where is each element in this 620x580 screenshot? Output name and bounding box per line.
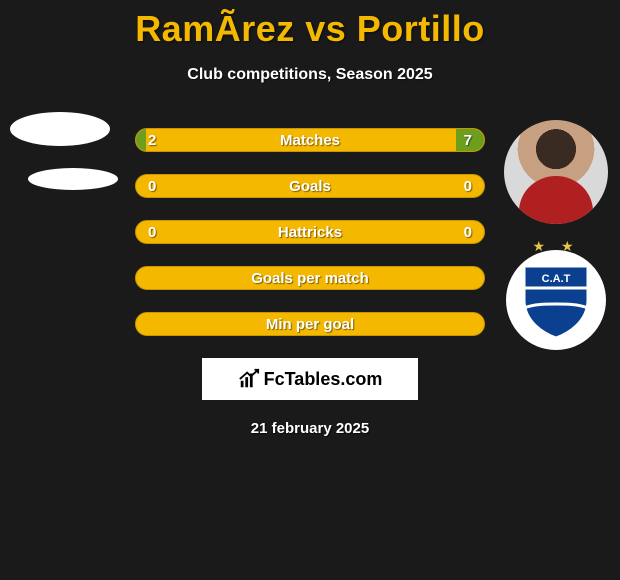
fctables-label: FcTables.com <box>264 369 383 390</box>
stat-label: Hattricks <box>136 221 484 243</box>
page-title: RamÃ­rez vs Portillo <box>0 8 620 50</box>
stat-pill: Min per goal <box>135 312 485 336</box>
stat-pill: Hattricks0 0 <box>135 220 485 244</box>
stat-label: Goals per match <box>136 267 484 289</box>
stat-row: Hattricks0 0 <box>135 220 485 244</box>
page-subtitle: Club competitions, Season 2025 <box>0 66 620 84</box>
stat-value-left: 0 <box>148 175 156 197</box>
stat-row: Min per goal <box>135 312 485 336</box>
stats-table: Matches27Goals00Hattricks00Goals per mat… <box>0 128 620 336</box>
stat-row: Goals0 0 <box>135 174 485 198</box>
fctables-watermark: FcTables.com <box>202 358 418 400</box>
stat-label: Matches <box>136 129 484 151</box>
stat-pill: Goals0 0 <box>135 174 485 198</box>
stat-value-right: 0 <box>464 175 472 197</box>
date-label: 21 february 2025 <box>0 420 620 437</box>
stat-label: Goals <box>136 175 484 197</box>
stat-pill: Goals per match <box>135 266 485 290</box>
stat-value-right: 0 <box>464 221 472 243</box>
stat-value-left: 2 <box>148 129 156 151</box>
stat-row: Matches2 7 <box>135 128 485 152</box>
stat-pill: Matches2 7 <box>135 128 485 152</box>
stat-value-right: 7 <box>464 129 472 151</box>
stat-value-left: 0 <box>148 221 156 243</box>
stat-row: Goals per match <box>135 266 485 290</box>
bar-chart-icon <box>238 368 260 390</box>
stat-label: Min per goal <box>136 313 484 335</box>
